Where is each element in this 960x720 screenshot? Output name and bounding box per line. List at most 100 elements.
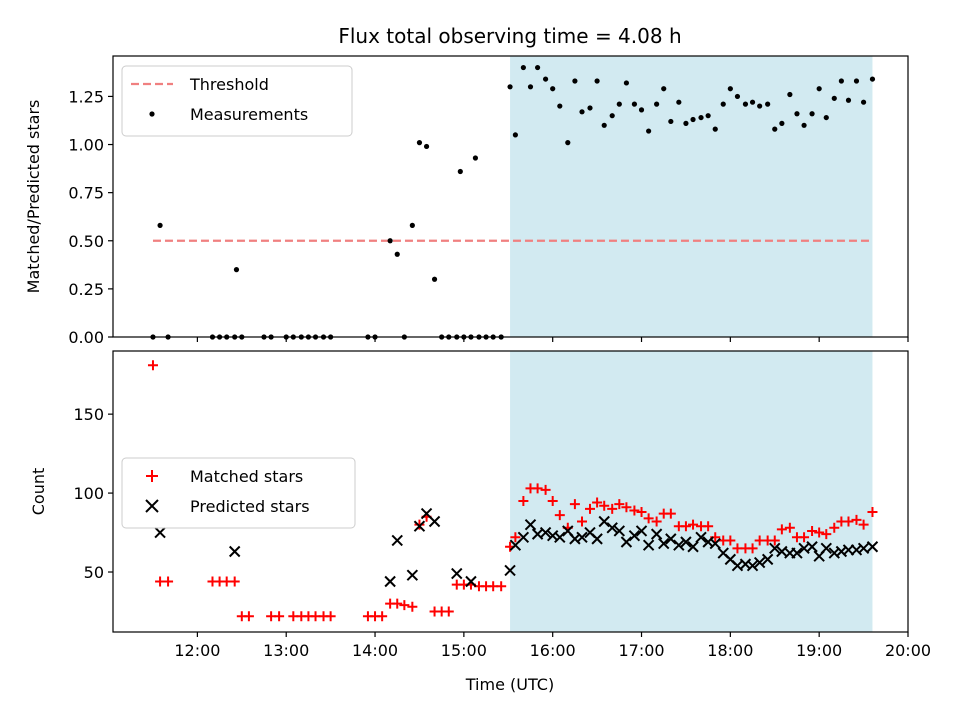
data-point xyxy=(651,516,662,527)
y-axis-label: Count xyxy=(29,468,48,516)
data-point xyxy=(616,101,622,107)
data-point xyxy=(527,84,534,90)
data-point xyxy=(799,532,810,543)
data-point xyxy=(243,611,254,622)
data-point xyxy=(690,116,696,123)
data-point xyxy=(742,101,749,107)
data-point xyxy=(809,111,815,117)
data-point xyxy=(518,495,529,506)
legend-label: Threshold xyxy=(189,75,269,94)
legend: Threshold Measurements xyxy=(121,65,353,137)
data-point xyxy=(776,524,787,535)
legend-label: Matched stars xyxy=(190,467,303,486)
data-point xyxy=(431,276,438,282)
data-point xyxy=(757,103,763,109)
data-point xyxy=(510,532,521,543)
data-point xyxy=(387,238,393,244)
data-point xyxy=(428,515,441,528)
data-point xyxy=(598,515,610,528)
x-tick-label: 20:00 xyxy=(885,641,931,660)
data-point xyxy=(517,531,530,543)
data-point xyxy=(565,140,571,146)
data-point xyxy=(579,109,585,115)
data-point xyxy=(416,140,423,146)
data-point xyxy=(845,97,852,103)
data-point xyxy=(784,522,795,533)
y-tick-label: 100 xyxy=(73,484,104,503)
observing-window xyxy=(510,351,873,632)
data-point xyxy=(636,507,647,518)
x-tick-label: 13:00 xyxy=(263,641,309,660)
x-tick-label: 17:00 xyxy=(618,641,664,660)
data-point xyxy=(688,519,699,530)
data-point xyxy=(399,600,410,611)
data-point xyxy=(576,531,588,543)
data-point xyxy=(853,78,860,84)
axes-frame xyxy=(112,55,909,338)
data-point xyxy=(233,267,240,273)
axes-frame xyxy=(112,350,909,633)
data-point xyxy=(157,222,163,228)
data-point xyxy=(274,611,285,622)
data-point xyxy=(816,86,822,92)
data-point xyxy=(746,559,759,572)
legend: Matched stars Predicted stars xyxy=(121,457,356,529)
data-point xyxy=(592,497,603,508)
data-point xyxy=(629,505,640,516)
data-point xyxy=(154,526,166,539)
series-1 xyxy=(154,507,879,588)
data-point xyxy=(451,567,463,580)
data-point xyxy=(614,499,625,510)
data-point xyxy=(609,113,615,119)
data-point xyxy=(147,360,158,371)
y-tick-label: 50 xyxy=(84,563,104,582)
data-point xyxy=(163,576,174,587)
data-point xyxy=(384,575,396,588)
observing-window xyxy=(510,56,873,337)
data-point xyxy=(705,113,711,119)
data-point xyxy=(504,564,516,577)
data-point xyxy=(472,155,479,161)
series-0 xyxy=(147,360,878,622)
data-point xyxy=(542,76,549,82)
y-tick-label: 1.25 xyxy=(68,87,104,106)
data-point xyxy=(668,118,674,125)
x-tick-label: 16:00 xyxy=(530,641,576,660)
data-point xyxy=(683,120,689,126)
data-point xyxy=(628,529,641,542)
data-point xyxy=(869,76,876,82)
y-tick-label: 0.25 xyxy=(68,280,104,299)
data-point xyxy=(406,569,419,581)
data-point xyxy=(698,114,704,121)
data-point xyxy=(569,499,580,510)
data-point xyxy=(673,539,685,551)
chart-title: Flux total observing time = 4.08 h xyxy=(338,24,681,48)
data-point xyxy=(791,547,803,559)
data-point xyxy=(661,86,667,92)
y-tick-label: 0.75 xyxy=(68,184,104,203)
data-point xyxy=(787,91,793,98)
panel-count: 12:00 13:00 14:00 15:00 16:00 17:00 18:00 19:00… xyxy=(29,350,931,660)
legend-swatch xyxy=(149,111,155,117)
data-point xyxy=(392,598,403,609)
data-point xyxy=(620,536,633,548)
data-point xyxy=(753,556,766,569)
data-point xyxy=(820,542,832,555)
data-point xyxy=(823,114,829,121)
data-point xyxy=(831,95,837,101)
data-point xyxy=(801,122,807,128)
data-point xyxy=(806,541,818,553)
data-point xyxy=(687,541,699,553)
data-point xyxy=(554,510,565,521)
data-point xyxy=(585,503,595,514)
data-point xyxy=(409,222,415,228)
data-point xyxy=(540,484,551,495)
data-point xyxy=(550,86,556,92)
legend-box xyxy=(121,457,356,529)
x-tick-label: 15:00 xyxy=(441,641,487,660)
data-point xyxy=(761,553,774,566)
data-point xyxy=(665,508,676,519)
data-point xyxy=(680,536,692,548)
data-point xyxy=(539,526,552,539)
data-point xyxy=(765,101,771,107)
